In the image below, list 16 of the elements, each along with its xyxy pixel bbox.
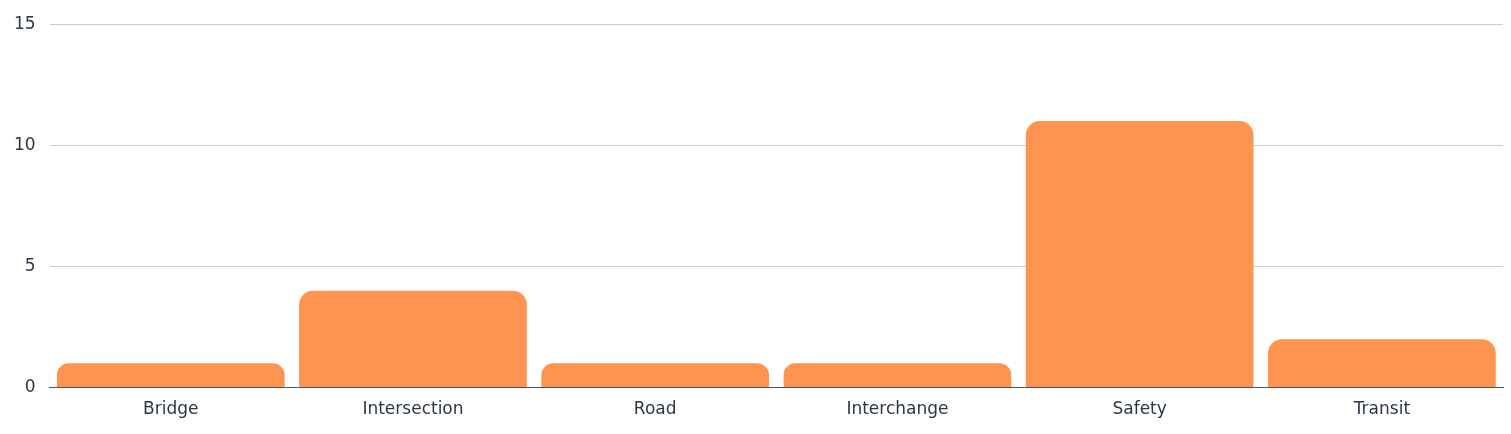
bar: [1025, 121, 1254, 388]
x-tick-label: Intersection: [362, 398, 464, 419]
bar: [541, 363, 770, 388]
y-tick-label: 5: [24, 254, 36, 275]
x-tick-label: Bridge: [143, 398, 199, 419]
y-tick-label: 15: [13, 12, 36, 33]
x-tick-label: Safety: [1112, 398, 1167, 419]
x-tick-label: Road: [633, 398, 677, 419]
x-tick-label: Transit: [1352, 398, 1411, 419]
x-tick-label: Interchange: [846, 398, 949, 419]
bar: [1268, 339, 1496, 388]
y-tick-label: 10: [13, 133, 36, 154]
bar: [783, 363, 1012, 388]
bar: [299, 290, 527, 388]
bar: [56, 363, 285, 388]
y-tick-label: 0: [24, 376, 36, 397]
